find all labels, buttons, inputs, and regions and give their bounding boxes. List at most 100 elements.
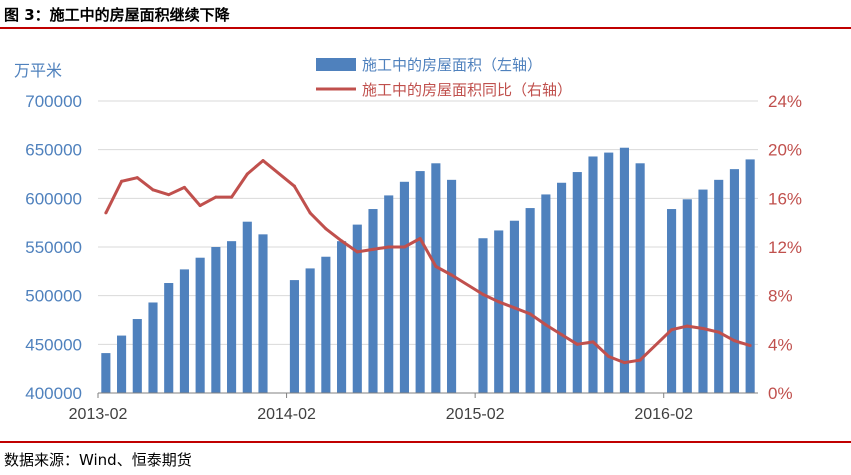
bar — [415, 171, 425, 393]
right-axis-tick-label: 12% — [768, 238, 802, 257]
legend-bar-label: 施工中的房屋面积（左轴） — [362, 56, 542, 74]
line-point — [214, 195, 218, 199]
line-point — [104, 211, 108, 215]
line-point — [450, 273, 454, 277]
bar — [337, 241, 347, 393]
bar — [588, 156, 598, 393]
bar — [745, 159, 755, 393]
bar — [557, 182, 567, 393]
right-axis-tick-label: 4% — [768, 335, 793, 354]
line-point — [481, 292, 485, 296]
line-point — [732, 339, 736, 343]
bar — [384, 195, 394, 393]
right-axis-tick-label: 16% — [768, 189, 802, 208]
line-point — [230, 195, 234, 199]
bar — [447, 179, 457, 393]
bar — [619, 147, 629, 393]
line-point — [685, 324, 689, 328]
line-point — [528, 312, 532, 316]
bar — [525, 208, 535, 393]
bar — [321, 256, 331, 393]
line-point — [497, 300, 501, 304]
bar — [132, 319, 142, 393]
line-point — [418, 236, 422, 240]
bar — [305, 268, 315, 393]
bar — [729, 169, 739, 393]
bar — [211, 247, 221, 393]
chart-legend: 施工中的房屋面积（左轴） 施工中的房屋面积同比（右轴） — [316, 56, 572, 99]
line-point — [638, 358, 642, 362]
line-point — [182, 185, 186, 189]
line-point — [670, 328, 674, 332]
left-axis-tick-label: 700000 — [25, 92, 82, 111]
bar — [541, 194, 551, 393]
bar — [179, 269, 189, 393]
left-axis-tick-label: 650000 — [25, 141, 82, 160]
bar — [164, 283, 174, 393]
bar — [399, 181, 409, 393]
bar — [242, 221, 252, 393]
legend-bar-swatch — [316, 58, 356, 71]
bar — [352, 224, 362, 393]
left-axis-tick-label: 500000 — [25, 287, 82, 306]
bar — [635, 163, 645, 393]
bar — [289, 280, 299, 393]
left-axis-unit: 万平米 — [14, 61, 62, 80]
bar — [195, 257, 205, 393]
bar — [682, 199, 692, 393]
right-axis-tick-label: 20% — [768, 141, 802, 160]
x-axis-tick-label: 2016-02 — [634, 406, 693, 423]
bar-series — [101, 147, 755, 393]
right-axis-tick-label: 0% — [768, 384, 793, 403]
bar — [368, 209, 378, 393]
line-point — [402, 245, 406, 249]
left-axis-tick-label: 450000 — [25, 335, 82, 354]
line-point — [324, 227, 328, 231]
x-axis-tick-label: 2015-02 — [446, 406, 505, 423]
left-axis-tick-label: 400000 — [25, 384, 82, 403]
line-point — [607, 355, 611, 358]
line-point — [198, 204, 202, 208]
x-axis-tick-label: 2014-02 — [257, 406, 316, 423]
bar — [572, 172, 582, 393]
legend-line-label: 施工中的房屋面积同比（右轴） — [362, 81, 572, 99]
bar — [478, 238, 488, 393]
line-point — [340, 239, 344, 243]
line-point — [701, 327, 705, 331]
bar — [604, 152, 614, 393]
bar — [698, 189, 708, 393]
bar — [431, 163, 441, 393]
line-point — [591, 340, 595, 344]
line-point — [151, 188, 155, 192]
right-axis-tick-label: 24% — [768, 92, 802, 111]
bar — [258, 234, 268, 393]
bar — [117, 335, 127, 393]
line-point — [371, 247, 375, 251]
bar — [227, 241, 237, 393]
line-point — [544, 323, 548, 327]
bar — [714, 179, 724, 393]
bar — [101, 353, 111, 393]
figure-title: 图 3：施工中的房屋面积继续下降 — [4, 6, 230, 24]
line-point — [308, 211, 312, 215]
bar — [148, 302, 158, 393]
left-axis-tick-label: 550000 — [25, 238, 82, 257]
left-axis-tick-label: 600000 — [25, 189, 82, 208]
line-point — [261, 159, 265, 163]
line-point — [167, 193, 171, 197]
line-point — [245, 172, 249, 176]
line-point — [387, 245, 391, 249]
line-point — [622, 361, 626, 365]
right-axis-tick-label: 8% — [768, 287, 793, 306]
line-point — [135, 176, 139, 180]
top-rule — [0, 27, 851, 29]
chart-axes: 700000 650000 600000 550000 500000 450000 4000… — [25, 92, 802, 423]
line-point — [512, 306, 516, 310]
bar — [667, 209, 677, 393]
bottom-rule — [0, 441, 851, 443]
x-axis-tick-label: 2013-02 — [69, 406, 128, 423]
line-point — [292, 184, 296, 188]
source-note: 数据来源：Wind、恒泰期货 — [4, 451, 192, 469]
line-point — [355, 250, 359, 254]
